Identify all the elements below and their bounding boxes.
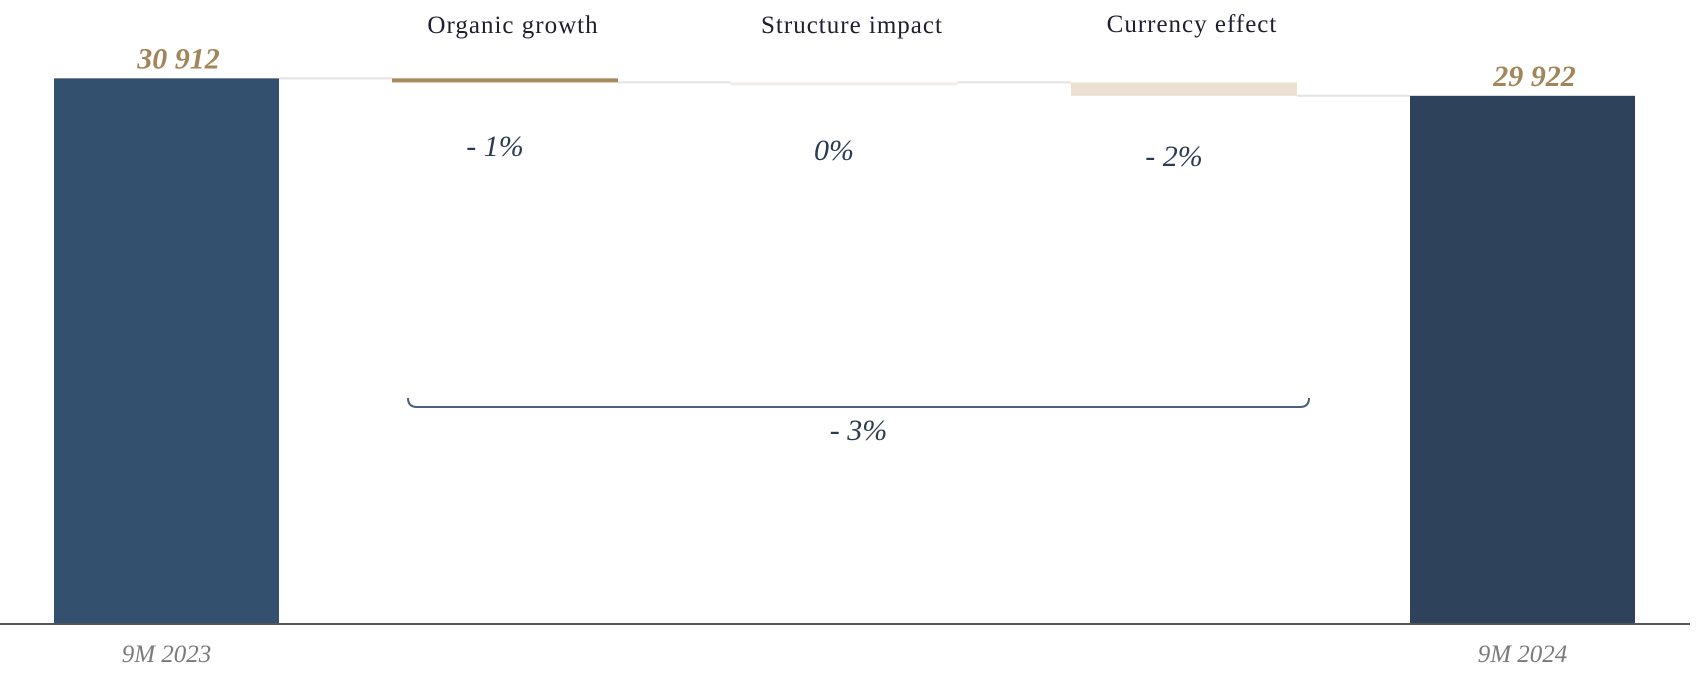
step-label-structure-impact: Structure impact: [761, 12, 943, 39]
connector-lines: [279, 77, 1410, 97]
pct-label-currency-effect: - 2%: [1145, 140, 1202, 173]
bar-start: [54, 78, 279, 624]
pct-label-organic-growth: - 1%: [466, 130, 523, 163]
category-label-start: 9M 2023: [122, 641, 212, 668]
value-label-end: 29 922: [1492, 60, 1576, 93]
category-label-end: 9M 2024: [1478, 641, 1568, 668]
bar-end: [1410, 95, 1635, 625]
bracket-line: [407, 397, 1310, 408]
value-label-start: 30 912: [136, 42, 220, 75]
labels: 30 912 9M 2023 29 922 9M 2024 Organic growth…: [122, 11, 1576, 668]
bar-organic-growth: [392, 78, 618, 83]
bar-currency-effect: [1071, 82, 1297, 96]
bracket-label: - 3%: [830, 414, 887, 447]
bar-structure-impact: [731, 82, 957, 86]
step-label-currency-effect: Currency effect: [1107, 11, 1278, 38]
step-label-organic-growth: Organic growth: [427, 12, 598, 39]
total-change-bracket: - 3%: [407, 397, 1310, 447]
bars: [54, 78, 1635, 625]
pct-label-structure-impact: 0%: [814, 134, 854, 167]
